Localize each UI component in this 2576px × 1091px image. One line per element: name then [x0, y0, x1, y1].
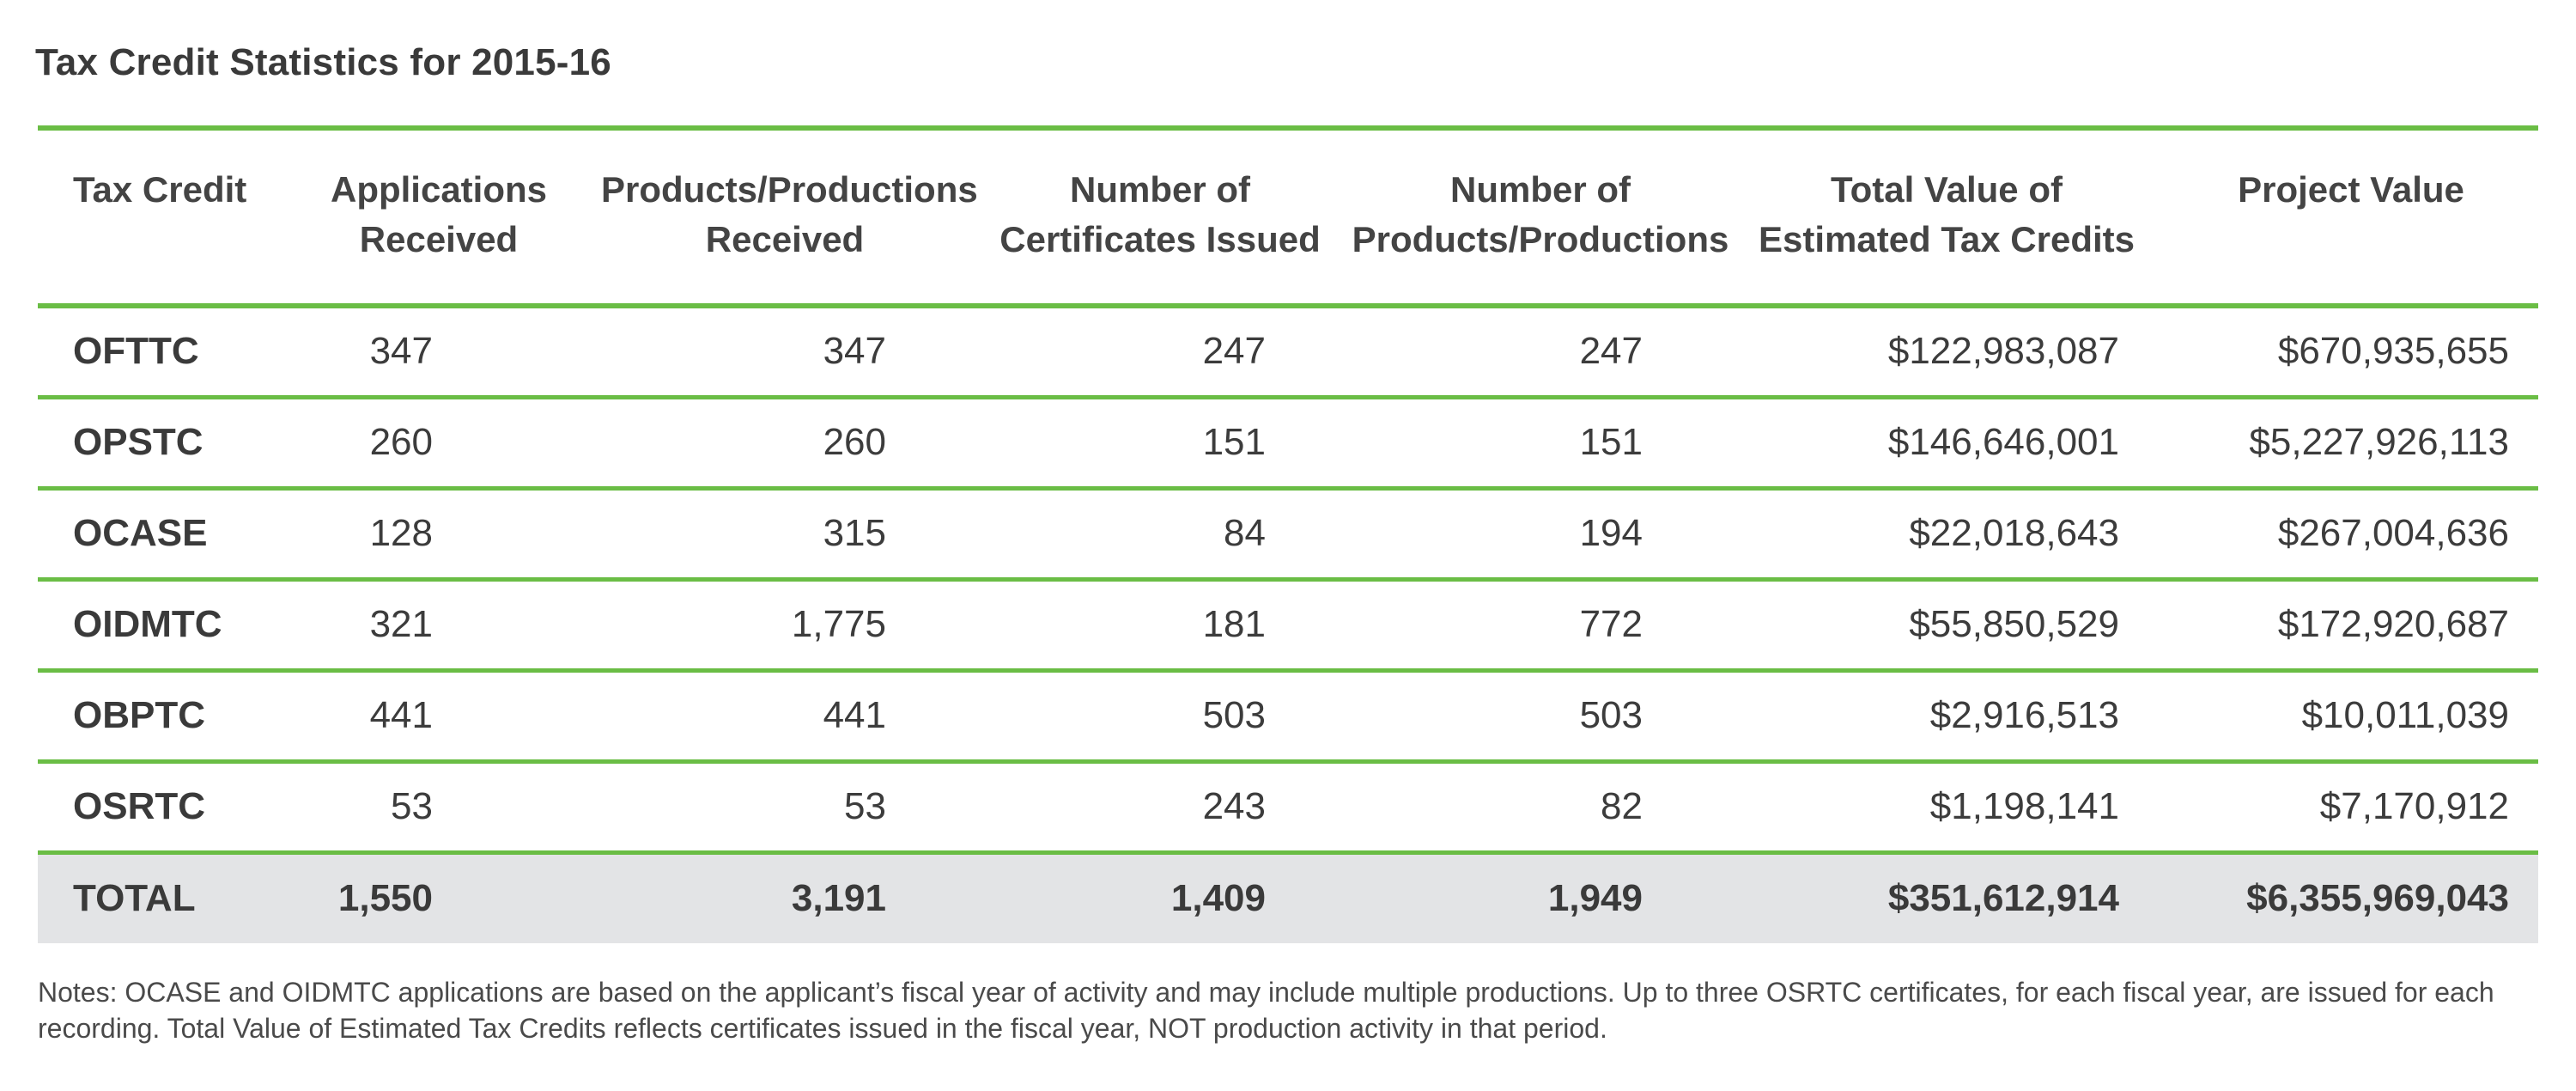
cell-certificates-issued: 151	[969, 397, 1352, 491]
cell-estimated-tax-credits: $2,916,513	[1729, 670, 2164, 764]
cell-tax-credit: OPSTC	[38, 397, 276, 491]
cell-applications-received: 441	[276, 670, 601, 764]
cell-estimated-tax-credits: $22,018,643	[1729, 488, 2164, 582]
tax-credit-table: Tax Credit Applications Received Products…	[38, 131, 2538, 943]
cell-number-of-products: 1,949	[1352, 852, 1729, 943]
cell-project-value: $670,935,655	[2164, 306, 2538, 399]
cell-project-value: $267,004,636	[2164, 488, 2538, 582]
cell-project-value: $172,920,687	[2164, 579, 2538, 673]
header-label: Total Value of Estimated Tax Credits	[1758, 169, 2136, 259]
page-title: Tax Credit Statistics for 2015-16	[35, 41, 611, 83]
cell-tax-credit: OBPTC	[38, 670, 276, 764]
cell-estimated-tax-credits: $55,850,529	[1729, 579, 2164, 673]
cell-products-received: 1,775	[601, 579, 969, 673]
notes-text: Notes: OCASE and OIDMTC applications are…	[38, 977, 2494, 1044]
cell-certificates-issued: 247	[969, 306, 1352, 399]
table-header-row: Tax Credit Applications Received Products…	[38, 131, 2538, 308]
table-row: OPSTC 260 260 151 151 $146,646,001 $5,227,926,…	[38, 397, 2538, 491]
cell-products-received: 260	[601, 397, 969, 491]
cell-estimated-tax-credits: $351,612,914	[1729, 852, 2164, 943]
cell-estimated-tax-credits: $122,983,087	[1729, 306, 2164, 399]
header-tax-credit: Tax Credit	[38, 131, 276, 308]
header-applications-received: Applications Received	[276, 131, 601, 308]
cell-number-of-products: 194	[1352, 488, 1729, 582]
table-row: OFTTC 347 347 247 247 $122,983,087 $670,935,65…	[38, 306, 2538, 399]
header-number-of-products: Number of Products/Productions	[1352, 131, 1729, 308]
title-divider	[38, 125, 2538, 131]
cell-estimated-tax-credits: $146,646,001	[1729, 397, 2164, 491]
header-label: Applications Received	[330, 169, 548, 259]
cell-certificates-issued: 1,409	[969, 852, 1352, 943]
table-row: OIDMTC 321 1,775 181 772 $55,850,529 $172,920,…	[38, 579, 2538, 673]
cell-applications-received: 128	[276, 488, 601, 582]
cell-project-value: $10,011,039	[2164, 670, 2538, 764]
cell-project-value: $7,170,912	[2164, 761, 2538, 855]
cell-tax-credit: OCASE	[38, 488, 276, 582]
table-row: OBPTC 441 441 503 503 $2,916,513 $10,011,039	[38, 670, 2538, 764]
cell-applications-received: 53	[276, 761, 601, 855]
cell-products-received: 441	[601, 670, 969, 764]
cell-number-of-products: 247	[1352, 306, 1729, 399]
header-label: Number of Certificates Issued	[999, 169, 1321, 259]
cell-number-of-products: 151	[1352, 397, 1729, 491]
cell-applications-received: 321	[276, 579, 601, 673]
cell-estimated-tax-credits: $1,198,141	[1729, 761, 2164, 855]
table-row: OCASE 128 315 84 194 $22,018,643 $267,004,636	[38, 488, 2538, 582]
cell-certificates-issued: 181	[969, 579, 1352, 673]
cell-certificates-issued: 503	[969, 670, 1352, 764]
cell-tax-credit: OFTTC	[38, 306, 276, 399]
cell-number-of-products: 503	[1352, 670, 1729, 764]
cell-products-received: 347	[601, 306, 969, 399]
table-row: OSRTC 53 53 243 82 $1,198,141 $7,170,912	[38, 761, 2538, 855]
cell-products-received: 315	[601, 488, 969, 582]
header-label: Products/Productions Received	[601, 169, 978, 259]
cell-products-received: 53	[601, 761, 969, 855]
cell-applications-received: 347	[276, 306, 601, 399]
header-project-value: Project Value	[2164, 131, 2538, 308]
cell-applications-received: 260	[276, 397, 601, 491]
cell-project-value: $5,227,926,113	[2164, 397, 2538, 491]
cell-number-of-products: 82	[1352, 761, 1729, 855]
total-row: TOTAL 1,550 3,191 1,409 1,949 $351,612,914 $6,…	[38, 852, 2538, 943]
cell-project-value: $6,355,969,043	[2164, 852, 2538, 943]
header-label: Number of Products/Productions	[1352, 169, 1729, 259]
header-total-value-tax-credits: Total Value of Estimated Tax Credits	[1729, 131, 2164, 308]
cell-certificates-issued: 84	[969, 488, 1352, 582]
header-certificates-issued: Number of Certificates Issued	[969, 131, 1352, 308]
cell-tax-credit: OIDMTC	[38, 579, 276, 673]
header-products-received: Products/Productions Received	[601, 131, 978, 308]
cell-applications-received: 1,550	[276, 852, 601, 943]
cell-number-of-products: 772	[1352, 579, 1729, 673]
cell-tax-credit: TOTAL	[38, 852, 276, 943]
cell-certificates-issued: 243	[969, 761, 1352, 855]
cell-products-received: 3,191	[601, 852, 969, 943]
cell-tax-credit: OSRTC	[38, 761, 276, 855]
